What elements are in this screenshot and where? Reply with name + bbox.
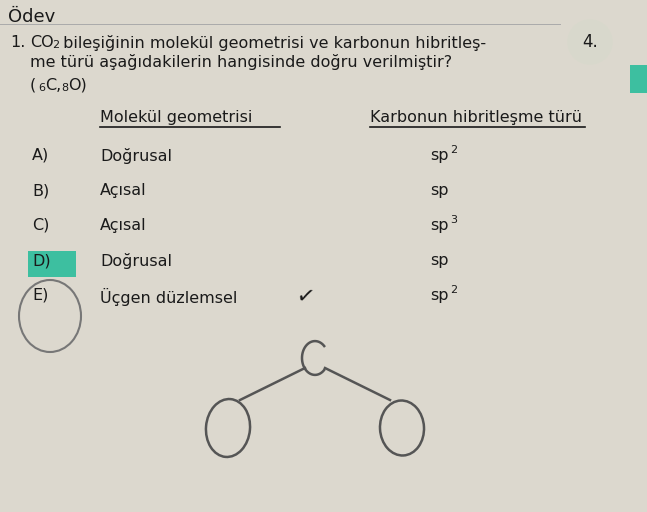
Text: Açısal: Açısal <box>100 183 147 198</box>
Text: Ödev: Ödev <box>8 8 55 26</box>
Text: A): A) <box>32 148 49 163</box>
Text: Karbonun hibritleşme türü: Karbonun hibritleşme türü <box>370 110 582 125</box>
Bar <box>28 251 76 277</box>
Text: 8: 8 <box>61 83 68 93</box>
Text: D): D) <box>32 253 50 268</box>
Text: 2: 2 <box>52 40 59 50</box>
Text: (: ( <box>30 78 36 93</box>
Bar <box>630 65 647 93</box>
Circle shape <box>568 20 612 64</box>
Text: Üçgen düzlemsel: Üçgen düzlemsel <box>100 288 237 306</box>
Text: ✓: ✓ <box>295 286 316 308</box>
Text: me türü aşağıdakilerin hangisinde doğru verilmiştir?: me türü aşağıdakilerin hangisinde doğru … <box>30 54 452 70</box>
Text: 6: 6 <box>38 83 45 93</box>
Text: sp: sp <box>430 183 448 198</box>
Text: C): C) <box>32 218 49 233</box>
Text: O): O) <box>68 78 87 93</box>
Text: sp: sp <box>430 218 448 233</box>
Text: 1.: 1. <box>10 35 25 50</box>
Text: bileşiğinin molekül geometrisi ve karbonun hibritleş-: bileşiğinin molekül geometrisi ve karbon… <box>58 35 486 51</box>
Text: 2: 2 <box>450 285 457 295</box>
Text: E): E) <box>32 288 49 303</box>
Text: sp: sp <box>430 253 448 268</box>
Text: 4.: 4. <box>582 33 598 51</box>
Text: Molekül geometrisi: Molekül geometrisi <box>100 110 252 125</box>
Text: Doğrusal: Doğrusal <box>100 148 172 164</box>
Text: B): B) <box>32 183 49 198</box>
Text: sp: sp <box>430 148 448 163</box>
Text: CO: CO <box>30 35 54 50</box>
Text: C,: C, <box>45 78 61 93</box>
Text: Açısal: Açısal <box>100 218 147 233</box>
Text: Doğrusal: Doğrusal <box>100 253 172 269</box>
Text: sp: sp <box>430 288 448 303</box>
Text: 2: 2 <box>450 145 457 155</box>
Text: 3: 3 <box>450 215 457 225</box>
